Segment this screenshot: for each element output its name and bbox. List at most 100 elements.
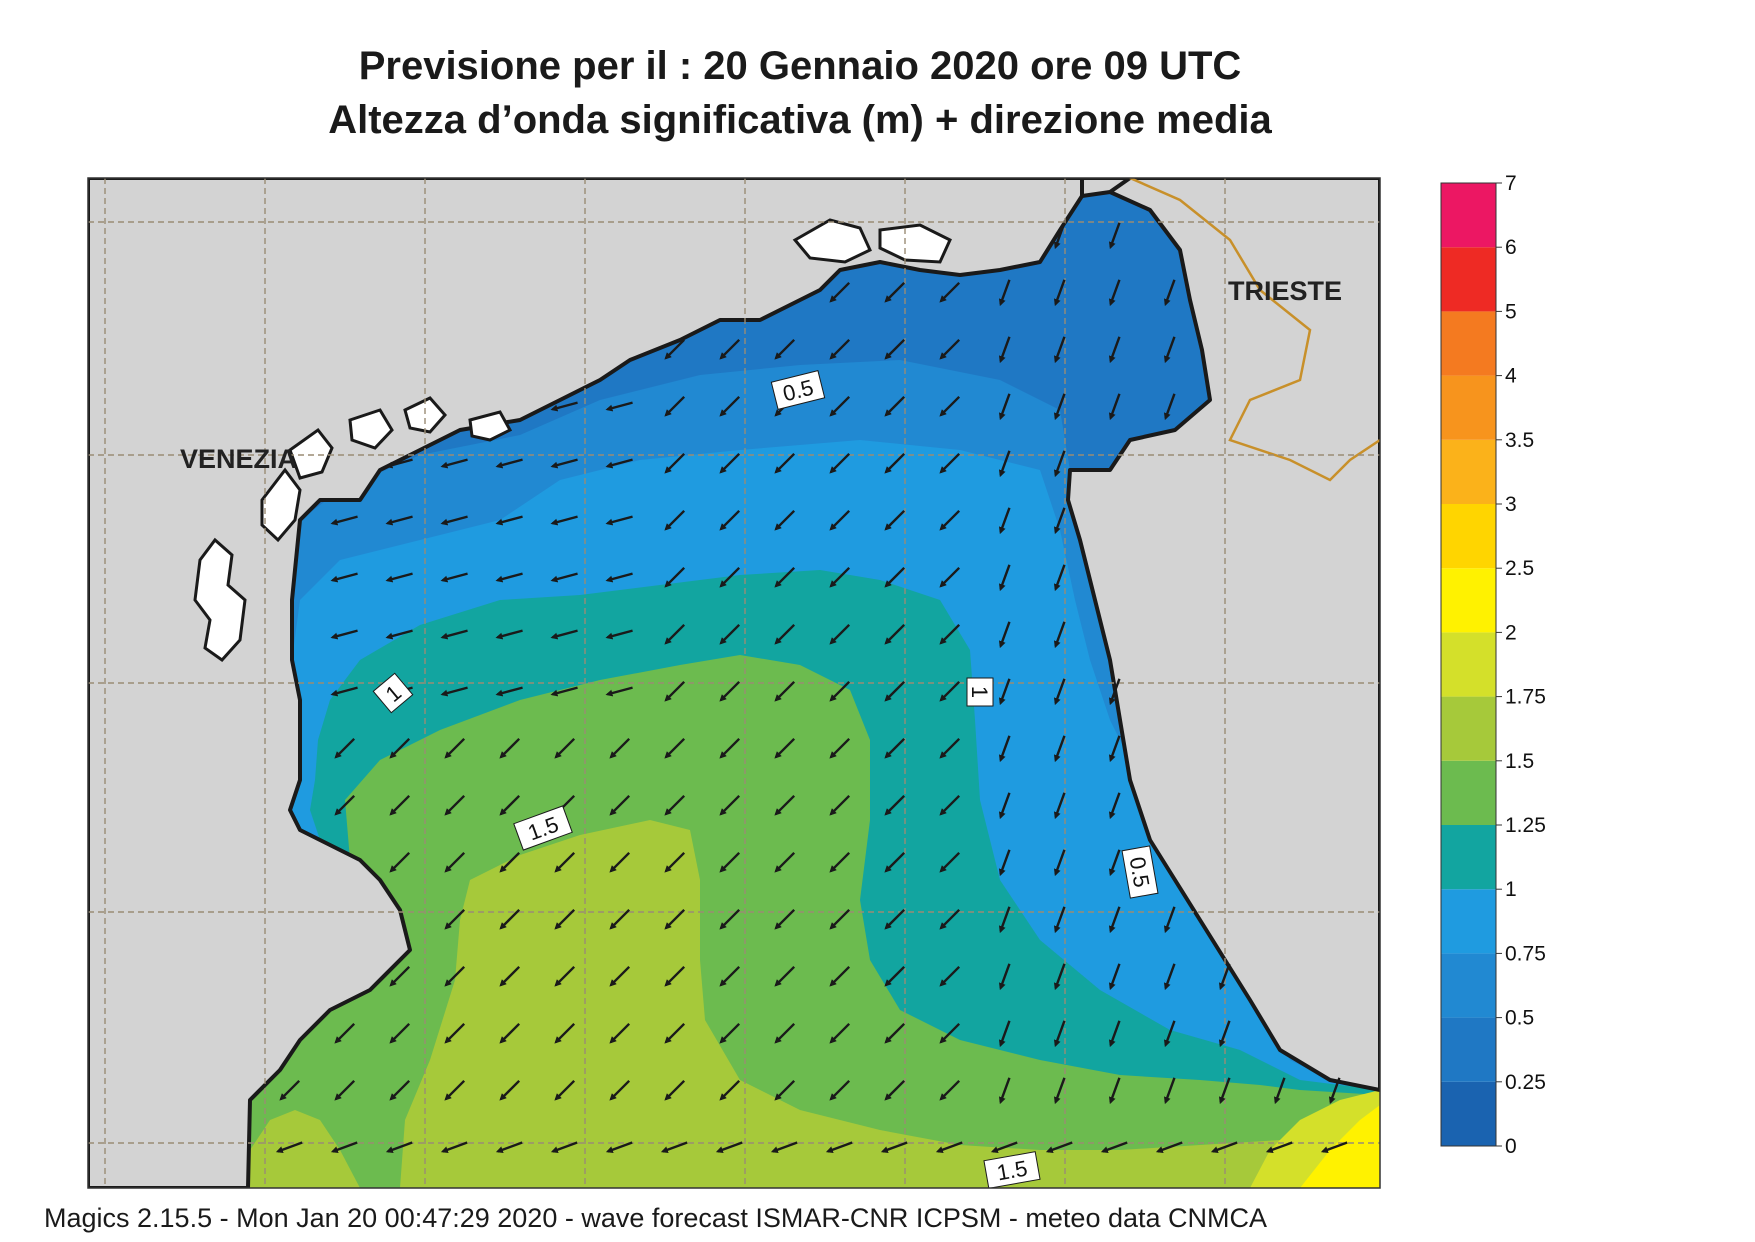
direction-arrow [660,1141,688,1154]
direction-arrow [550,401,578,412]
direction-arrow [939,1079,961,1101]
colorbar-swatch [1441,439,1496,504]
direction-arrow [884,1022,906,1044]
direction-arrow [444,908,466,930]
colorbar-swatch [1441,504,1496,569]
direction-arrow [495,572,523,583]
direction-arrow [829,680,851,702]
direction-arrow [719,623,741,645]
direction-arrow [829,281,851,303]
direction-arrow [774,1079,796,1101]
direction-arrow [1108,735,1121,763]
colorbar-swatch [1441,1017,1496,1082]
direction-arrow [1053,1077,1066,1105]
direction-arrow [1163,906,1176,934]
direction-arrow [1053,564,1066,592]
direction-arrow [1320,1141,1348,1154]
colorbar-tick-label: 0.25 [1505,1071,1546,1094]
direction-arrow [1053,336,1066,364]
direction-arrow [605,686,633,697]
direction-arrow [935,1141,963,1154]
direction-arrow [499,794,521,816]
direction-arrow [495,1141,523,1154]
direction-arrow [1108,963,1121,991]
direction-arrow [444,965,466,987]
direction-arrow [664,566,686,588]
direction-arrow [389,794,411,816]
direction-arrow [829,851,851,873]
colorbar-tick-label: 3 [1505,493,1517,516]
direction-arrow [389,965,411,987]
direction-arrow [330,572,358,583]
direction-arrow [334,794,356,816]
direction-arrow [998,906,1011,934]
direction-arrow [1108,222,1121,250]
colorbar-tick-label: 1.75 [1505,686,1546,709]
direction-arrow [605,515,633,526]
colorbar-tick-label: 1.25 [1505,814,1546,837]
direction-arrow [440,572,468,583]
direction-arrow [1053,735,1066,763]
colorbar-tick-label: 7 [1505,172,1517,195]
direction-arrow [1108,1020,1121,1048]
direction-arrow [499,908,521,930]
contour-labels: 0.5 1 1 1.5 0.5 1.5 [372,370,1159,1188]
direction-arrow [774,794,796,816]
direction-arrow [998,507,1011,535]
direction-arrow [499,965,521,987]
direction-arrow [609,1022,631,1044]
direction-arrow [998,450,1011,478]
direction-arrow [1163,1020,1176,1048]
direction-arrow [605,458,633,469]
direction-arrow [1108,906,1121,934]
direction-arrow [829,566,851,588]
colorbar-swatch [1441,825,1496,890]
direction-arrow [884,680,906,702]
direction-arrow [609,908,631,930]
direction-arrow [884,623,906,645]
direction-arrow [939,623,961,645]
direction-arrow [334,737,356,759]
footer-credits: Magics 2.15.5 - Mon Jan 20 00:47:29 2020… [44,1203,1268,1233]
direction-arrow [334,1079,356,1101]
direction-arrow [385,1141,413,1154]
direction-arrow [1210,1141,1238,1154]
direction-arrow [330,515,358,526]
direction-arrow [829,965,851,987]
direction-arrow [998,621,1011,649]
direction-arrow [664,1022,686,1044]
direction-arrow [554,908,576,930]
map-frame [87,177,1381,1189]
direction-arrow [884,794,906,816]
direction-arrow [939,452,961,474]
direction-arrow [774,623,796,645]
direction-arrow [550,458,578,469]
direction-arrow [939,965,961,987]
direction-arrow [664,395,686,417]
direction-arrow [998,849,1011,877]
direction-arrow [884,281,906,303]
direction-arrow [499,1079,521,1101]
direction-arrow [444,794,466,816]
colorbar-swatch [1441,953,1496,1018]
direction-arrow [774,680,796,702]
direction-arrow [664,452,686,474]
direction-arrow [884,566,906,588]
direction-arrow [719,794,741,816]
direction-arrow [1053,450,1066,478]
direction-arrow [495,686,523,697]
direction-arrow [385,629,413,640]
direction-arrow [998,336,1011,364]
direction-arrow [774,965,796,987]
colorbar-swatch [1441,311,1496,376]
direction-arrow [884,1079,906,1101]
direction-arrow [1053,507,1066,535]
colorbar-tick-label: 0.5 [1505,1007,1534,1030]
direction-arrow [1108,279,1121,307]
direction-arrow [605,401,633,412]
direction-arrow [884,338,906,360]
direction-arrow [1108,393,1121,421]
direction-arrow [884,452,906,474]
direction-arrow [774,509,796,531]
direction-arrow [444,851,466,873]
